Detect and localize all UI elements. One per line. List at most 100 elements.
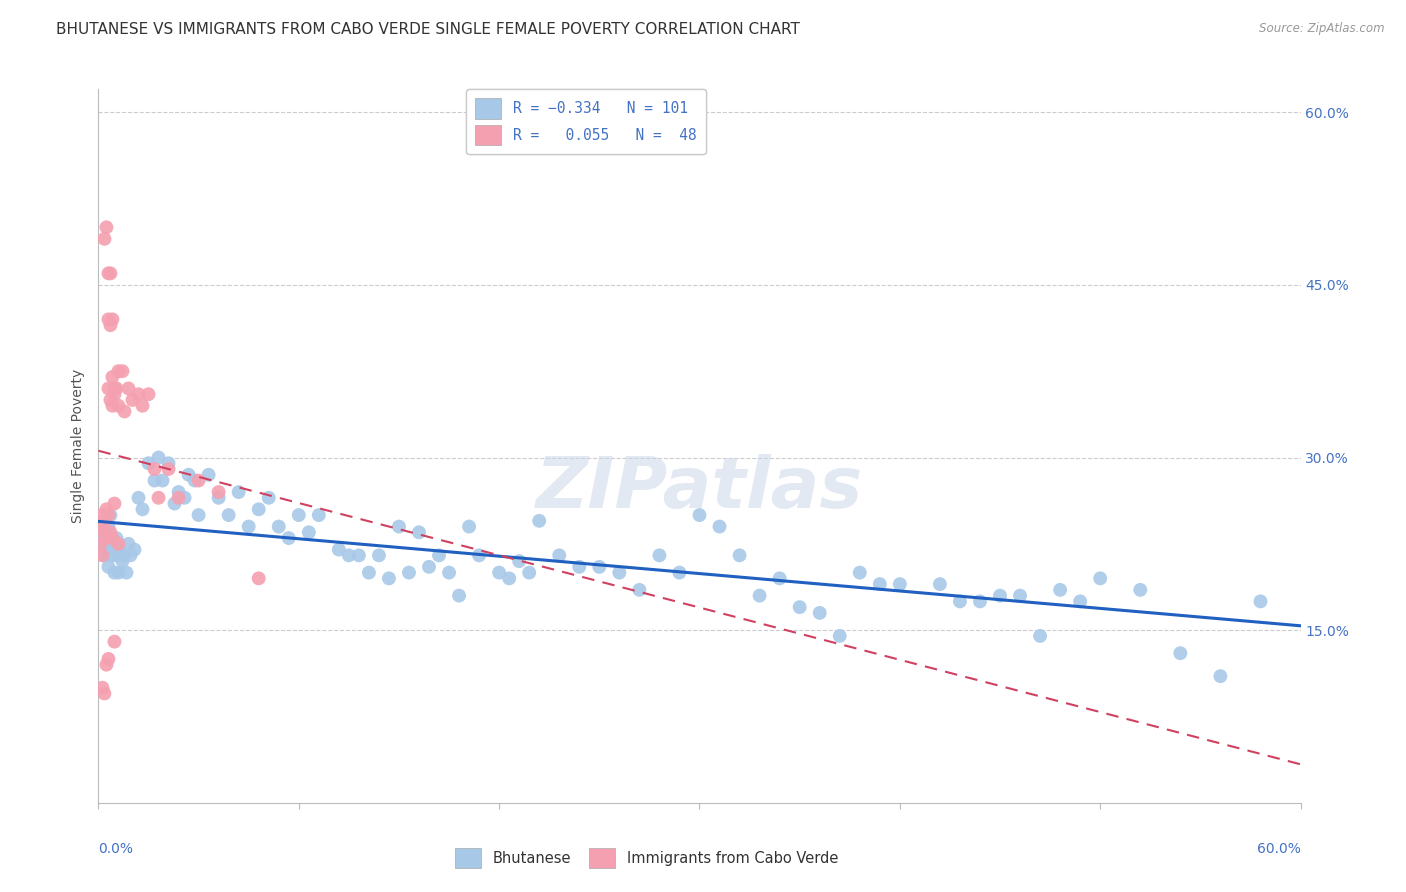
Point [709, 519, 731, 533]
Point [1170, 646, 1192, 660]
Point [128, 387, 150, 401]
Point [105, 531, 128, 545]
Point [103, 387, 125, 401]
Point [869, 577, 891, 591]
Point [103, 566, 125, 580]
Point [157, 462, 180, 476]
Point [1088, 571, 1111, 585]
Point [101, 399, 124, 413]
Point [114, 549, 136, 563]
Point [91, 508, 114, 522]
Point [789, 600, 811, 615]
Point [277, 531, 299, 545]
Point [247, 502, 270, 516]
Point [97, 652, 120, 666]
Point [1029, 629, 1052, 643]
Point [1129, 582, 1152, 597]
Point [337, 549, 360, 563]
Point [929, 577, 952, 591]
Point [267, 519, 290, 533]
Point [529, 514, 551, 528]
Point [89, 537, 111, 551]
Point [97, 519, 120, 533]
Text: 60.0%: 60.0% [1257, 842, 1301, 856]
Point [117, 537, 139, 551]
Point [103, 542, 125, 557]
Point [97, 559, 120, 574]
Point [628, 582, 651, 597]
Point [89, 519, 111, 533]
Point [889, 577, 911, 591]
Text: BHUTANESE VS IMMIGRANTS FROM CABO VERDE SINGLE FEMALE POVERTY CORRELATION CHART: BHUTANESE VS IMMIGRANTS FROM CABO VERDE … [56, 22, 800, 37]
Point [228, 485, 250, 500]
Point [101, 549, 124, 563]
Point [949, 594, 972, 608]
Point [427, 549, 450, 563]
Point [105, 381, 128, 395]
Point [148, 450, 170, 465]
Point [388, 519, 411, 533]
Point [131, 399, 153, 413]
Point [748, 589, 770, 603]
Point [91, 681, 114, 695]
Point [97, 381, 120, 395]
Point [1250, 594, 1272, 608]
Point [93, 525, 115, 540]
Point [115, 566, 138, 580]
Point [97, 542, 120, 557]
Point [488, 566, 510, 580]
Point [308, 508, 330, 522]
Point [101, 531, 124, 545]
Point [183, 474, 205, 488]
Point [247, 571, 270, 585]
Point [96, 542, 118, 557]
Point [238, 519, 260, 533]
Point [648, 549, 671, 563]
Point [208, 491, 231, 505]
Point [378, 571, 401, 585]
Point [517, 566, 540, 580]
Point [101, 537, 124, 551]
Point [187, 474, 209, 488]
Text: 0.0%: 0.0% [98, 842, 134, 856]
Point [103, 381, 125, 395]
Point [988, 589, 1011, 603]
Point [93, 232, 115, 246]
Point [368, 549, 391, 563]
Point [111, 364, 134, 378]
Point [107, 399, 129, 413]
Point [93, 514, 115, 528]
Point [100, 318, 122, 333]
Point [96, 220, 118, 235]
Point [437, 566, 460, 580]
Point [152, 474, 174, 488]
Point [288, 508, 311, 522]
Point [398, 566, 420, 580]
Point [100, 525, 122, 540]
Point [93, 686, 115, 700]
Point [97, 312, 120, 326]
Point [447, 589, 470, 603]
Point [347, 549, 370, 563]
Point [124, 542, 146, 557]
Point [328, 542, 350, 557]
Point [808, 606, 831, 620]
Point [143, 474, 166, 488]
Point [103, 497, 125, 511]
Point [96, 519, 118, 533]
Point [117, 381, 139, 395]
Point [96, 531, 118, 545]
Point [408, 525, 430, 540]
Point [97, 266, 120, 280]
Point [588, 559, 610, 574]
Point [93, 549, 115, 563]
Point [1069, 594, 1091, 608]
Point [1010, 589, 1032, 603]
Point [1209, 669, 1232, 683]
Point [128, 491, 150, 505]
Point [668, 566, 690, 580]
Point [107, 364, 129, 378]
Point [163, 497, 186, 511]
Point [257, 491, 280, 505]
Point [849, 566, 872, 580]
